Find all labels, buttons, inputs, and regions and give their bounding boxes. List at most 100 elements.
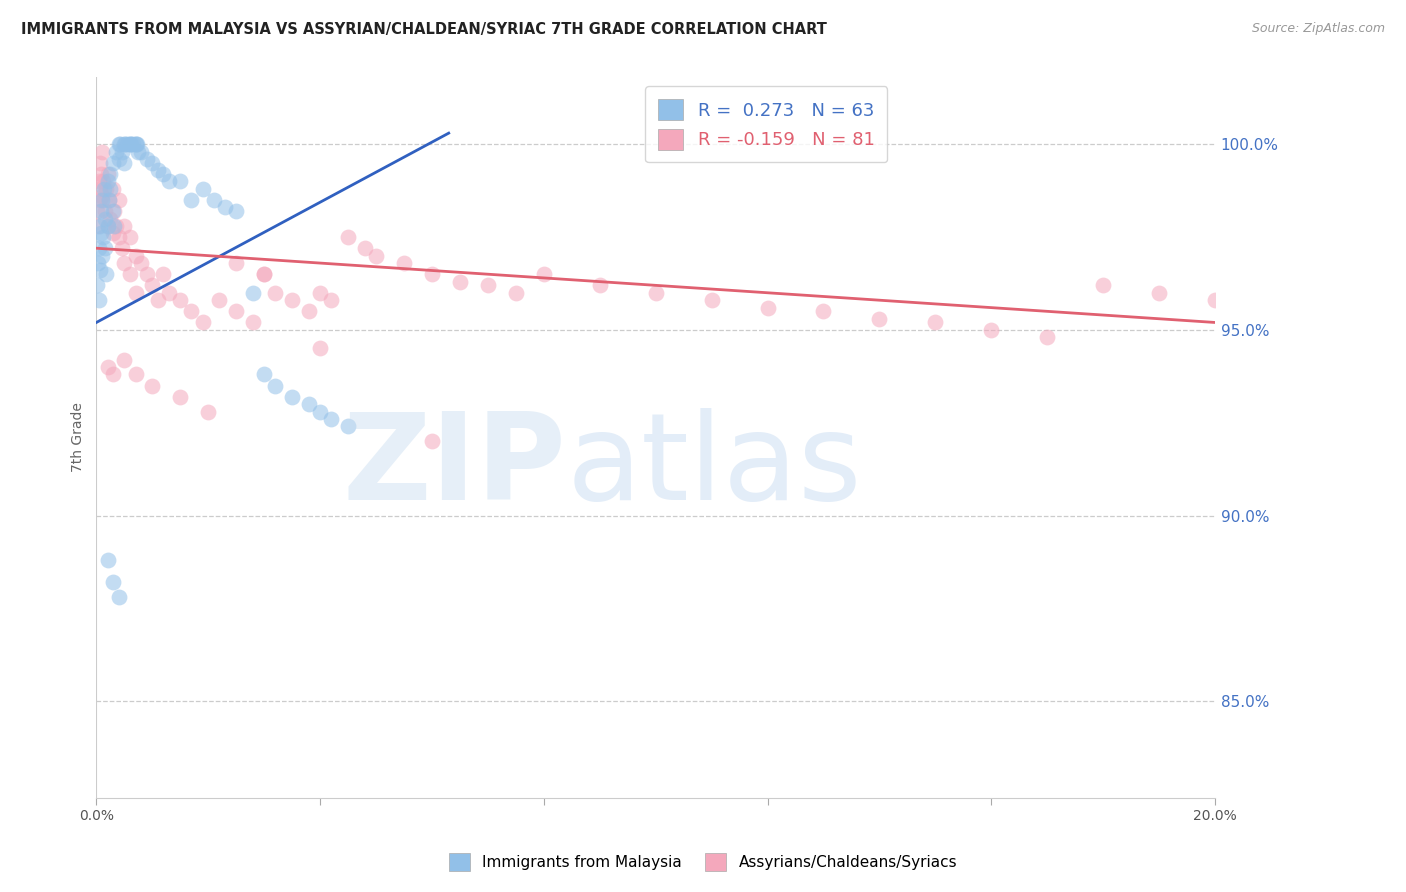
Point [1092, 278, 1115, 293]
Point [89, 182, 111, 196]
Point [152, 167, 174, 181]
Point [125, 137, 148, 152]
Point [208, 293, 231, 308]
Point [129, 145, 152, 159]
Point [90, 204, 112, 219]
Text: Source: ZipAtlas.com: Source: ZipAtlas.com [1251, 22, 1385, 36]
Point [91, 193, 114, 207]
Point [94, 204, 117, 219]
Point [89, 174, 111, 188]
Point [96, 267, 118, 281]
Point [101, 156, 124, 170]
Point [169, 293, 191, 308]
Point [112, 219, 135, 233]
Legend: R =  0.273   N = 63, R = -0.159   N = 81: R = 0.273 N = 63, R = -0.159 N = 81 [645, 87, 887, 162]
Point [118, 230, 141, 244]
Point [101, 182, 124, 196]
Point [264, 378, 287, 392]
Point [91, 174, 114, 188]
Point [242, 316, 264, 330]
Point [96, 219, 118, 233]
Point [118, 267, 141, 281]
Point [337, 230, 360, 244]
Point [91, 189, 114, 203]
Point [104, 145, 127, 159]
Point [110, 241, 132, 255]
Point [309, 404, 332, 418]
Point [392, 256, 415, 270]
Point [96, 553, 118, 567]
Point [309, 285, 332, 300]
Point [107, 152, 129, 166]
Point [87, 193, 110, 207]
Point [420, 267, 443, 281]
Point [127, 145, 149, 159]
Point [89, 241, 111, 255]
Point [94, 241, 117, 255]
Point [98, 167, 121, 181]
Point [868, 311, 890, 326]
Point [121, 137, 143, 152]
Point [980, 323, 1002, 337]
Point [96, 182, 118, 196]
Point [101, 368, 124, 382]
Point [420, 434, 443, 449]
Point [124, 249, 146, 263]
Point [813, 304, 835, 318]
Point [225, 204, 247, 219]
Point [477, 278, 499, 293]
Point [112, 137, 135, 152]
Point [321, 412, 343, 426]
Point [124, 368, 146, 382]
Point [96, 359, 118, 374]
Point [146, 163, 169, 178]
Point [89, 156, 111, 170]
Point [141, 156, 163, 170]
Point [108, 137, 131, 152]
Point [107, 591, 129, 605]
Point [101, 575, 124, 590]
Point [124, 285, 146, 300]
Point [135, 267, 157, 281]
Point [353, 241, 375, 255]
Point [98, 211, 121, 226]
Point [253, 368, 276, 382]
Point [87, 293, 110, 308]
Point [364, 249, 387, 263]
Point [112, 352, 135, 367]
Point [298, 397, 321, 411]
Point [135, 152, 157, 166]
Point [253, 267, 276, 281]
Point [124, 137, 146, 152]
Point [242, 285, 264, 300]
Point [89, 263, 111, 277]
Point [146, 293, 169, 308]
Point [112, 256, 135, 270]
Point [86, 278, 108, 293]
Point [1036, 330, 1059, 344]
Point [96, 219, 118, 233]
Point [309, 342, 332, 356]
Point [225, 256, 247, 270]
Point [87, 256, 110, 270]
Point [141, 278, 163, 293]
Point [107, 230, 129, 244]
Point [98, 182, 121, 196]
Point [89, 219, 111, 233]
Point [93, 211, 115, 226]
Point [103, 219, 125, 233]
Point [700, 293, 723, 308]
Point [93, 182, 115, 196]
Point [86, 204, 108, 219]
Point [93, 193, 115, 207]
Point [180, 193, 202, 207]
Point [225, 304, 247, 318]
Point [96, 167, 118, 181]
Text: atlas: atlas [567, 408, 862, 524]
Y-axis label: 7th Grade: 7th Grade [72, 402, 86, 473]
Point [129, 256, 152, 270]
Point [107, 137, 129, 152]
Point [141, 378, 163, 392]
Point [214, 200, 236, 214]
Point [96, 174, 118, 188]
